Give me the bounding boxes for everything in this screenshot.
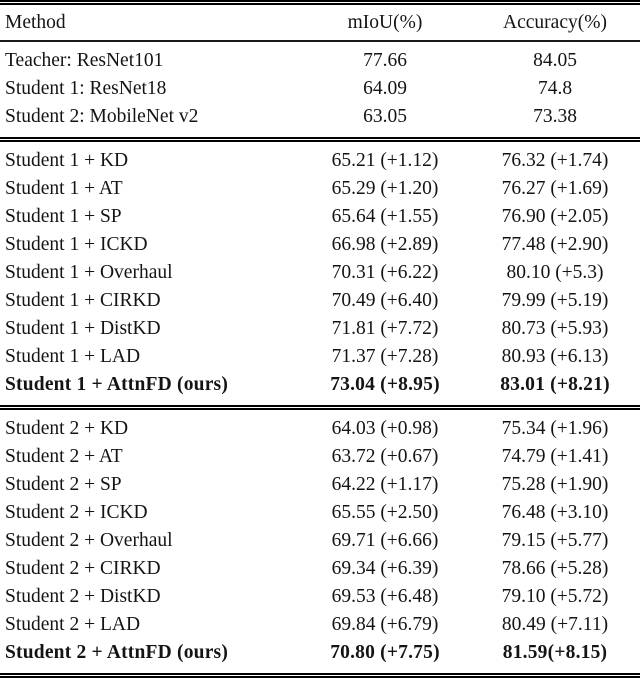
table-row: Student 2 + AT 63.72 (+0.67) 74.79 (+1.41) bbox=[0, 443, 640, 471]
cell-accuracy: 83.01 (+8.21) bbox=[500, 374, 610, 395]
cell-miou: 65.21 (+1.12) bbox=[331, 150, 439, 171]
cell-miou: 71.37 (+7.28) bbox=[331, 346, 439, 367]
cell-miou: 77.66 bbox=[363, 50, 407, 71]
cell-accuracy: 75.28 (+1.90) bbox=[501, 474, 609, 495]
cell-accuracy: 76.48 (+3.10) bbox=[501, 502, 609, 523]
table-row: Student 1 + DistKD 71.81 (+7.72) 80.73 (+5… bbox=[0, 315, 640, 343]
cell-method: Student 2 + SP bbox=[5, 474, 122, 495]
cell-accuracy: 80.93 (+6.13) bbox=[501, 346, 609, 367]
cell-miou: 63.72 (+0.67) bbox=[331, 446, 439, 467]
table-row: Student 2 + AttnFD (ours) 70.80 (+7.75) 81… bbox=[0, 639, 640, 676]
cell-method: Student 1 + AttnFD (ours) bbox=[5, 374, 229, 395]
cell-miou: 70.49 (+6.40) bbox=[331, 290, 439, 311]
cell-miou: 69.84 (+6.79) bbox=[331, 614, 439, 635]
cell-method: Teacher: ResNet101 bbox=[5, 50, 164, 71]
cell-accuracy: 78.66 (+5.28) bbox=[501, 558, 609, 579]
cell-method: Student 1 + AT bbox=[5, 178, 123, 199]
cell-method: Student 1 + KD bbox=[5, 150, 129, 171]
cell-accuracy: 75.34 (+1.96) bbox=[501, 418, 609, 439]
column-header-method: Method bbox=[0, 2, 300, 42]
cell-accuracy: 76.27 (+1.69) bbox=[501, 178, 609, 199]
table-row: Student 1 + SP 65.64 (+1.55) 76.90 (+2.05) bbox=[0, 203, 640, 231]
cell-accuracy: 74.79 (+1.41) bbox=[501, 446, 609, 467]
cell-accuracy: 84.05 bbox=[533, 50, 577, 71]
cell-miou: 69.53 (+6.48) bbox=[331, 586, 439, 607]
cell-miou: 63.05 bbox=[363, 106, 407, 127]
cell-accuracy: 74.8 bbox=[537, 78, 573, 99]
table-row: Student 2 + Overhaul 69.71 (+6.66) 79.15 (… bbox=[0, 527, 640, 555]
table-row: Student 2 + DistKD 69.53 (+6.48) 79.10 (+5… bbox=[0, 583, 640, 611]
table-row: Student 1 + Overhaul 70.31 (+6.22) 80.10 (… bbox=[0, 259, 640, 287]
cell-method: Student 2 + LAD bbox=[5, 614, 141, 635]
cell-accuracy: 73.38 bbox=[533, 106, 577, 127]
cell-miou: 71.81 (+7.72) bbox=[331, 318, 439, 339]
cell-miou: 65.55 (+2.50) bbox=[331, 502, 439, 523]
cell-miou: 64.03 (+0.98) bbox=[331, 418, 439, 439]
cell-accuracy: 77.48 (+2.90) bbox=[501, 234, 609, 255]
section-student1: Student 1 + KD 65.21 (+1.12) 76.32 (+1.74)… bbox=[0, 139, 640, 408]
table-row: Student 1 + LAD 71.37 (+7.28) 80.93 (+6.13… bbox=[0, 343, 640, 371]
cell-method: Student 1 + DistKD bbox=[5, 318, 161, 339]
cell-method: Student 1 + CIRKD bbox=[5, 290, 161, 311]
cell-miou: 64.22 (+1.17) bbox=[331, 474, 439, 495]
cell-miou: 65.64 (+1.55) bbox=[331, 206, 439, 227]
table-row: Student 2 + SP 64.22 (+1.17) 75.28 (+1.90) bbox=[0, 471, 640, 499]
cell-miou: 69.34 (+6.39) bbox=[331, 558, 439, 579]
table-header: Method mIoU(%) Accuracy(%) bbox=[0, 2, 640, 42]
cell-accuracy: 79.99 (+5.19) bbox=[501, 290, 609, 311]
cell-accuracy: 80.10 (+5.3) bbox=[506, 262, 604, 283]
column-header-miou: mIoU(%) bbox=[300, 2, 470, 42]
table-row: Student 1: ResNet18 64.09 74.8 bbox=[0, 75, 640, 103]
cell-accuracy: 79.10 (+5.72) bbox=[501, 586, 609, 607]
table-row: Student 2 + LAD 69.84 (+6.79) 80.49 (+7.11… bbox=[0, 611, 640, 639]
header-row: Method mIoU(%) Accuracy(%) bbox=[0, 2, 640, 42]
section-baselines: Teacher: ResNet101 77.66 84.05 Student 1: R… bbox=[0, 41, 640, 140]
cell-method: Student 1 + SP bbox=[5, 206, 122, 227]
cell-method: Student 2 + AT bbox=[5, 446, 123, 467]
cell-method: Student 1 + Overhaul bbox=[5, 262, 173, 283]
cell-method: Student 2: MobileNet v2 bbox=[5, 106, 199, 127]
table-row: Student 1 + CIRKD 70.49 (+6.40) 79.99 (+5.… bbox=[0, 287, 640, 315]
cell-method: Student 2 + Overhaul bbox=[5, 530, 173, 551]
table-row: Student 1 + ICKD 66.98 (+2.89) 77.48 (+2.9… bbox=[0, 231, 640, 259]
cell-method: Student 2 + KD bbox=[5, 418, 129, 439]
cell-miou: 70.80 (+7.75) bbox=[330, 642, 440, 663]
cell-accuracy: 81.59(+8.15) bbox=[502, 642, 608, 663]
table-row: Student 2 + KD 64.03 (+0.98) 75.34 (+1.96) bbox=[0, 408, 640, 444]
table-row: Student 2 + ICKD 65.55 (+2.50) 76.48 (+3.1… bbox=[0, 499, 640, 527]
cell-miou: 66.98 (+2.89) bbox=[331, 234, 439, 255]
table-row: Student 2: MobileNet v2 63.05 73.38 bbox=[0, 103, 640, 140]
table-row: Teacher: ResNet101 77.66 84.05 bbox=[0, 41, 640, 75]
cell-miou: 65.29 (+1.20) bbox=[331, 178, 439, 199]
cell-miou: 73.04 (+8.95) bbox=[330, 374, 440, 395]
cell-method: Student 2 + CIRKD bbox=[5, 558, 161, 579]
table-row: Student 1 + KD 65.21 (+1.12) 76.32 (+1.74) bbox=[0, 140, 640, 176]
cell-miou: 64.09 bbox=[363, 78, 407, 99]
cell-accuracy: 80.73 (+5.93) bbox=[501, 318, 609, 339]
cell-method: Student 2 + DistKD bbox=[5, 586, 161, 607]
column-header-accuracy: Accuracy(%) bbox=[470, 2, 640, 42]
cell-method: Student 1: ResNet18 bbox=[5, 78, 167, 99]
cell-method: Student 1 + ICKD bbox=[5, 234, 148, 255]
table-row: Student 1 + AttnFD (ours) 73.04 (+8.95) 83… bbox=[0, 371, 640, 408]
cell-method: Student 2 + AttnFD (ours) bbox=[5, 642, 229, 663]
cell-accuracy: 76.32 (+1.74) bbox=[501, 150, 609, 171]
cell-method: Student 1 + LAD bbox=[5, 346, 141, 367]
cell-accuracy: 80.49 (+7.11) bbox=[501, 614, 609, 635]
table-row: Student 2 + CIRKD 69.34 (+6.39) 78.66 (+5.… bbox=[0, 555, 640, 583]
table-row: Student 1 + AT 65.29 (+1.20) 76.27 (+1.69) bbox=[0, 175, 640, 203]
cell-method: Student 2 + ICKD bbox=[5, 502, 148, 523]
cell-miou: 70.31 (+6.22) bbox=[331, 262, 439, 283]
cell-accuracy: 76.90 (+2.05) bbox=[501, 206, 609, 227]
cell-miou: 69.71 (+6.66) bbox=[331, 530, 439, 551]
section-student2: Student 2 + KD 64.03 (+0.98) 75.34 (+1.96)… bbox=[0, 407, 640, 676]
cell-accuracy: 79.15 (+5.77) bbox=[501, 530, 609, 551]
